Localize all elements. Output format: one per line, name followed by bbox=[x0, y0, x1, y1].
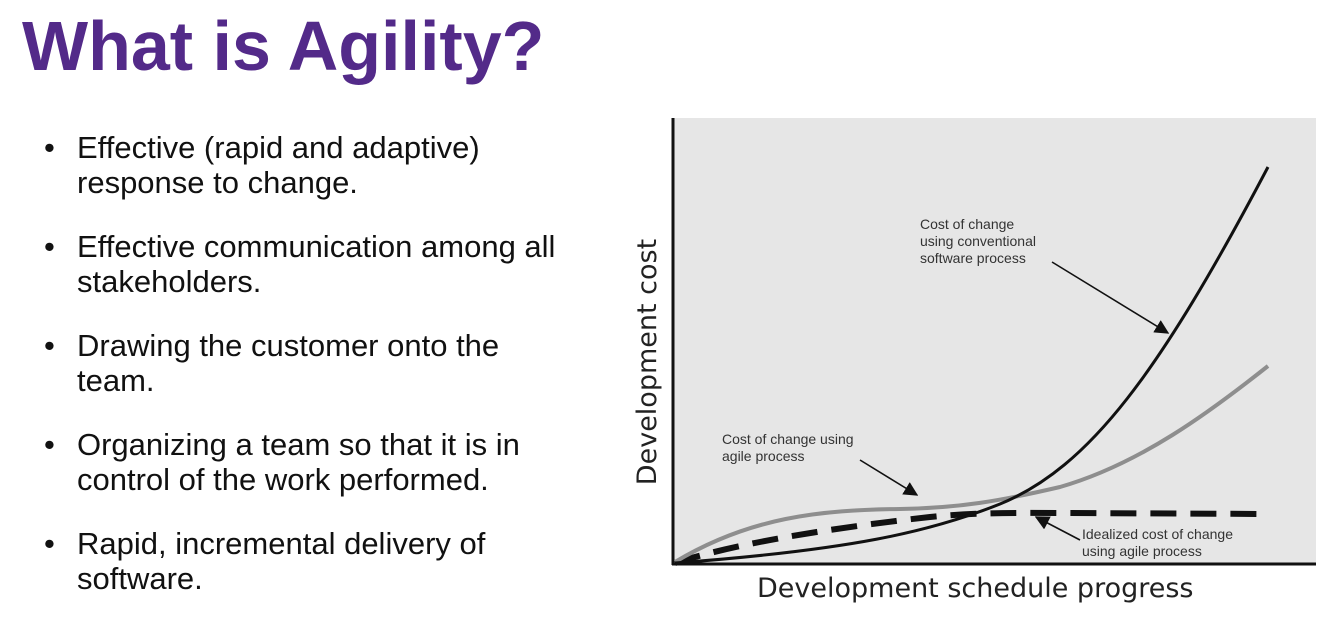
conventional-annotation-line: Cost of change bbox=[920, 216, 1014, 232]
idealized-annotation-arrow bbox=[1034, 516, 1081, 541]
bullet-line: Effective (rapid and adaptive) bbox=[77, 130, 480, 165]
conventional-annotation-line: using conventional bbox=[920, 233, 1036, 249]
bullet-item: • Organizing a team so that it is in con… bbox=[44, 427, 614, 497]
idealized-annotation-line: Idealized cost of change bbox=[1082, 526, 1233, 542]
conventional-annotation-line: software process bbox=[920, 250, 1026, 266]
slide-title: What is Agility? bbox=[22, 7, 545, 85]
bullet-item: • Effective communication among all stak… bbox=[44, 229, 614, 299]
y-axis-title: Development cost bbox=[632, 239, 663, 485]
idealized-annotation-line: using agile process bbox=[1082, 543, 1202, 559]
bullet-dot: • bbox=[44, 526, 55, 561]
bullet-line: response to change. bbox=[77, 165, 358, 200]
agile-cost-curve bbox=[673, 364, 1270, 564]
diagram-canvas: Cost of change using conventional softwa… bbox=[632, 118, 1316, 604]
bullet-item: • Rapid, incremental delivery of softwar… bbox=[44, 526, 614, 596]
bullet-line: stakeholders. bbox=[77, 264, 262, 299]
bullet-dot: • bbox=[44, 130, 55, 165]
bullet-item: • Drawing the customer onto the team. bbox=[44, 328, 614, 398]
bullet-dot: • bbox=[44, 427, 55, 462]
idealized-agile-curve bbox=[674, 509, 1269, 566]
bullet-line: Drawing the customer onto the bbox=[77, 328, 500, 363]
bullet-line: software. bbox=[77, 561, 203, 596]
plot-background bbox=[673, 118, 1316, 564]
agile-annotation-line: Cost of change using bbox=[722, 431, 854, 447]
x-axis-title: Development schedule progress bbox=[757, 573, 1193, 604]
bullet-line: Rapid, incremental delivery of bbox=[77, 526, 486, 561]
bullet-item: • Effective (rapid and adaptive) respons… bbox=[44, 130, 614, 200]
cost-of-change-diagram: Cost of change using conventional softwa… bbox=[620, 112, 1320, 612]
bullet-list: • Effective (rapid and adaptive) respons… bbox=[44, 130, 614, 625]
bullet-line: Effective communication among all bbox=[77, 229, 556, 264]
bullet-dot: • bbox=[44, 229, 55, 264]
bullet-line: Organizing a team so that it is in bbox=[77, 427, 520, 462]
bullet-dot: • bbox=[44, 328, 55, 363]
agile-annotation-arrow bbox=[859, 459, 919, 496]
agile-annotation-line: agile process bbox=[722, 448, 805, 464]
conventional-cost-curve bbox=[674, 166, 1270, 565]
bullet-line: control of the work performed. bbox=[77, 462, 489, 497]
conventional-annotation-arrow bbox=[1051, 261, 1170, 334]
bullet-line: team. bbox=[77, 363, 155, 398]
